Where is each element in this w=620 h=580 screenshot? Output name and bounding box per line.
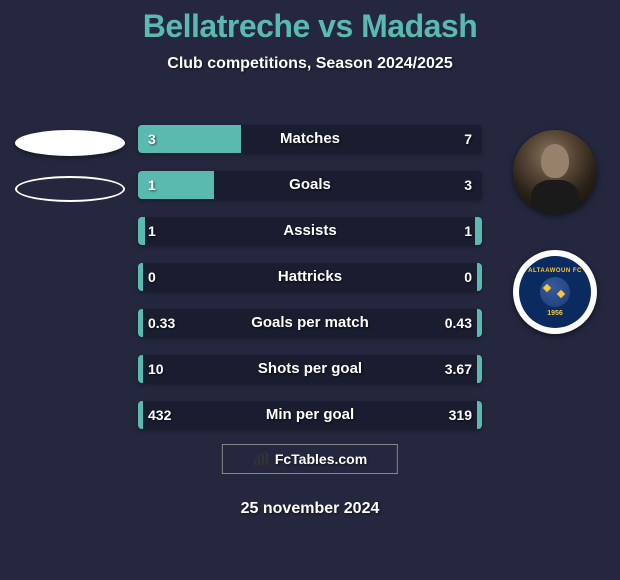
stat-value-right: 3 xyxy=(464,171,472,199)
left-placeholder-1 xyxy=(15,130,125,156)
club-name: ALTAAWOUN FC xyxy=(528,268,582,274)
stat-label: Min per goal xyxy=(138,401,482,429)
stat-value-right: 1 xyxy=(464,217,472,245)
stat-value-right: 319 xyxy=(449,401,472,429)
stat-row: 1Goals3 xyxy=(138,171,482,199)
brand-text: FcTables.com xyxy=(275,451,367,467)
subtitle: Club competitions, Season 2024/2025 xyxy=(0,55,620,73)
stat-row: 432Min per goal319 xyxy=(138,401,482,429)
page-title: Bellatreche vs Madash xyxy=(0,0,620,45)
footer-date: 25 november 2024 xyxy=(241,500,380,518)
stat-label: Goals per match xyxy=(138,309,482,337)
club-badge-inner: ALTAAWOUN FC 1956 xyxy=(519,256,591,328)
club-badge: ALTAAWOUN FC 1956 xyxy=(513,250,597,334)
stat-row: 0.33Goals per match0.43 xyxy=(138,309,482,337)
stat-label: Matches xyxy=(138,125,482,153)
left-player-column xyxy=(10,120,130,222)
stat-value-right: 0.43 xyxy=(445,309,472,337)
chart-icon xyxy=(253,452,269,466)
stat-label: Shots per goal xyxy=(138,355,482,383)
stat-row: 10Shots per goal3.67 xyxy=(138,355,482,383)
club-ball-icon xyxy=(540,277,570,307)
player-avatar xyxy=(513,130,597,214)
stat-label: Assists xyxy=(138,217,482,245)
stat-label: Hattricks xyxy=(138,263,482,291)
stat-row: 0Hattricks0 xyxy=(138,263,482,291)
club-year: 1956 xyxy=(547,310,563,317)
stats-area: 3Matches71Goals31Assists10Hattricks00.33… xyxy=(138,125,482,447)
comparison-card: Bellatreche vs Madash Club competitions,… xyxy=(0,0,620,580)
right-player-column: ALTAAWOUN FC 1956 xyxy=(500,130,610,334)
stat-value-right: 7 xyxy=(464,125,472,153)
stat-row: 1Assists1 xyxy=(138,217,482,245)
stat-value-right: 3.67 xyxy=(445,355,472,383)
stat-value-right: 0 xyxy=(464,263,472,291)
stat-row: 3Matches7 xyxy=(138,125,482,153)
stat-label: Goals xyxy=(138,171,482,199)
brand-badge[interactable]: FcTables.com xyxy=(222,444,398,474)
left-placeholder-2 xyxy=(15,176,125,202)
